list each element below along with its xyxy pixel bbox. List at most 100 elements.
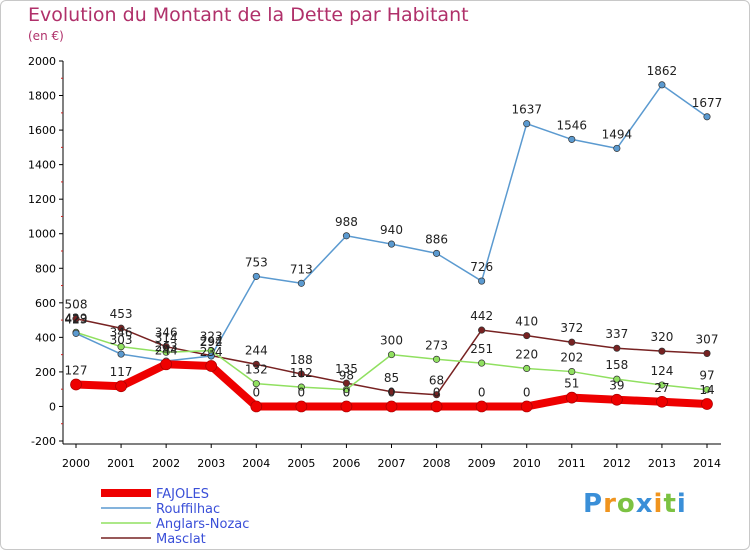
data-label: 988 — [335, 215, 358, 229]
data-point — [613, 344, 621, 352]
data-label: 726 — [470, 260, 493, 274]
data-point — [568, 338, 576, 346]
data-label: 132 — [245, 363, 268, 377]
data-label: 372 — [560, 321, 583, 335]
x-tick-label: 2005 — [287, 457, 315, 470]
y-tick-label: 1000 — [28, 228, 56, 241]
data-label: 135 — [335, 362, 358, 376]
logo-letter: x — [635, 489, 654, 519]
data-point — [295, 400, 308, 413]
data-point — [117, 324, 125, 332]
data-point — [478, 359, 486, 367]
data-point — [658, 381, 666, 389]
data-label: 234 — [200, 345, 223, 359]
data-label: 1637 — [511, 103, 542, 117]
data-point — [205, 360, 218, 372]
data-label: 0 — [388, 385, 396, 399]
data-label: 940 — [380, 223, 403, 237]
data-label: 124 — [650, 364, 673, 378]
data-point — [703, 349, 711, 357]
data-point — [523, 120, 531, 128]
y-tick-label: 200 — [35, 366, 56, 379]
data-point — [252, 360, 260, 368]
data-label: 346 — [110, 326, 133, 340]
chart-subtitle: (en €) — [28, 29, 64, 43]
x-tick-label: 2006 — [332, 457, 360, 470]
data-label: 158 — [605, 358, 628, 372]
x-tick-label: 2010 — [513, 457, 541, 470]
y-tick-label: 1200 — [28, 193, 56, 206]
data-label: 85 — [384, 371, 399, 385]
data-label: 1546 — [557, 118, 588, 132]
data-point — [70, 378, 82, 391]
x-tick-label: 2013 — [648, 457, 676, 470]
y-tick-label: 2000 — [28, 55, 56, 68]
data-point — [252, 380, 260, 388]
data-point — [611, 393, 623, 406]
x-tick-label: 2001 — [107, 457, 135, 470]
data-point — [430, 400, 443, 413]
data-point — [523, 332, 531, 340]
data-label: 1677 — [692, 96, 723, 110]
x-tick-label: 2011 — [558, 457, 586, 470]
data-label: 453 — [110, 307, 133, 321]
data-point — [433, 391, 441, 399]
legend-label: Rouffilhac — [156, 502, 220, 517]
data-point — [701, 398, 713, 410]
data-label: 0 — [298, 385, 306, 399]
legend-label: Masclat — [156, 532, 206, 547]
data-label: 320 — [650, 330, 673, 344]
data-point — [568, 368, 576, 376]
data-label: 27 — [654, 381, 669, 395]
data-label: 303 — [110, 333, 133, 347]
data-label: 0 — [252, 385, 260, 399]
data-point — [523, 364, 531, 373]
data-point — [115, 380, 127, 393]
data-label: 886 — [425, 232, 448, 246]
y-tick-label: 1400 — [28, 159, 56, 172]
data-label: 14 — [699, 383, 714, 397]
data-label: 39 — [609, 379, 624, 393]
data-point — [520, 400, 533, 413]
data-point — [342, 385, 350, 394]
data-point — [433, 249, 441, 257]
data-point — [478, 277, 486, 285]
data-point — [658, 347, 666, 355]
data-label: 1862 — [647, 64, 678, 78]
data-point — [297, 383, 305, 391]
data-label: 127 — [65, 364, 88, 378]
data-label: 112 — [290, 366, 313, 380]
data-label: 294 — [200, 335, 223, 349]
logo-letter: P — [583, 489, 604, 519]
data-label: 273 — [425, 338, 448, 352]
data-label: 244 — [155, 343, 178, 357]
chart-title: Evolution du Montant de la Dette par Hab… — [28, 4, 469, 26]
y-tick-label: -200 — [31, 435, 56, 448]
data-label: 97 — [699, 369, 714, 383]
data-point — [703, 386, 711, 394]
data-label: 337 — [605, 327, 628, 341]
data-label: 713 — [290, 262, 313, 276]
data-label: 346 — [155, 326, 178, 340]
x-tick-label: 2007 — [378, 457, 406, 470]
data-label: 300 — [380, 334, 403, 348]
data-label: 98 — [339, 369, 354, 383]
data-label: 202 — [560, 351, 583, 365]
data-label: 442 — [470, 309, 493, 323]
logo-letter: o — [616, 489, 636, 519]
y-tick-label: 800 — [35, 262, 56, 275]
data-point — [297, 370, 305, 378]
data-point — [475, 400, 488, 413]
data-label: 263 — [155, 340, 178, 354]
logo-letter: r — [603, 489, 617, 519]
data-point — [658, 81, 666, 89]
data-label: 307 — [696, 332, 719, 346]
data-point — [250, 400, 263, 413]
data-point — [342, 232, 350, 240]
data-point — [117, 343, 125, 351]
data-point — [613, 375, 621, 383]
data-point — [72, 315, 80, 323]
